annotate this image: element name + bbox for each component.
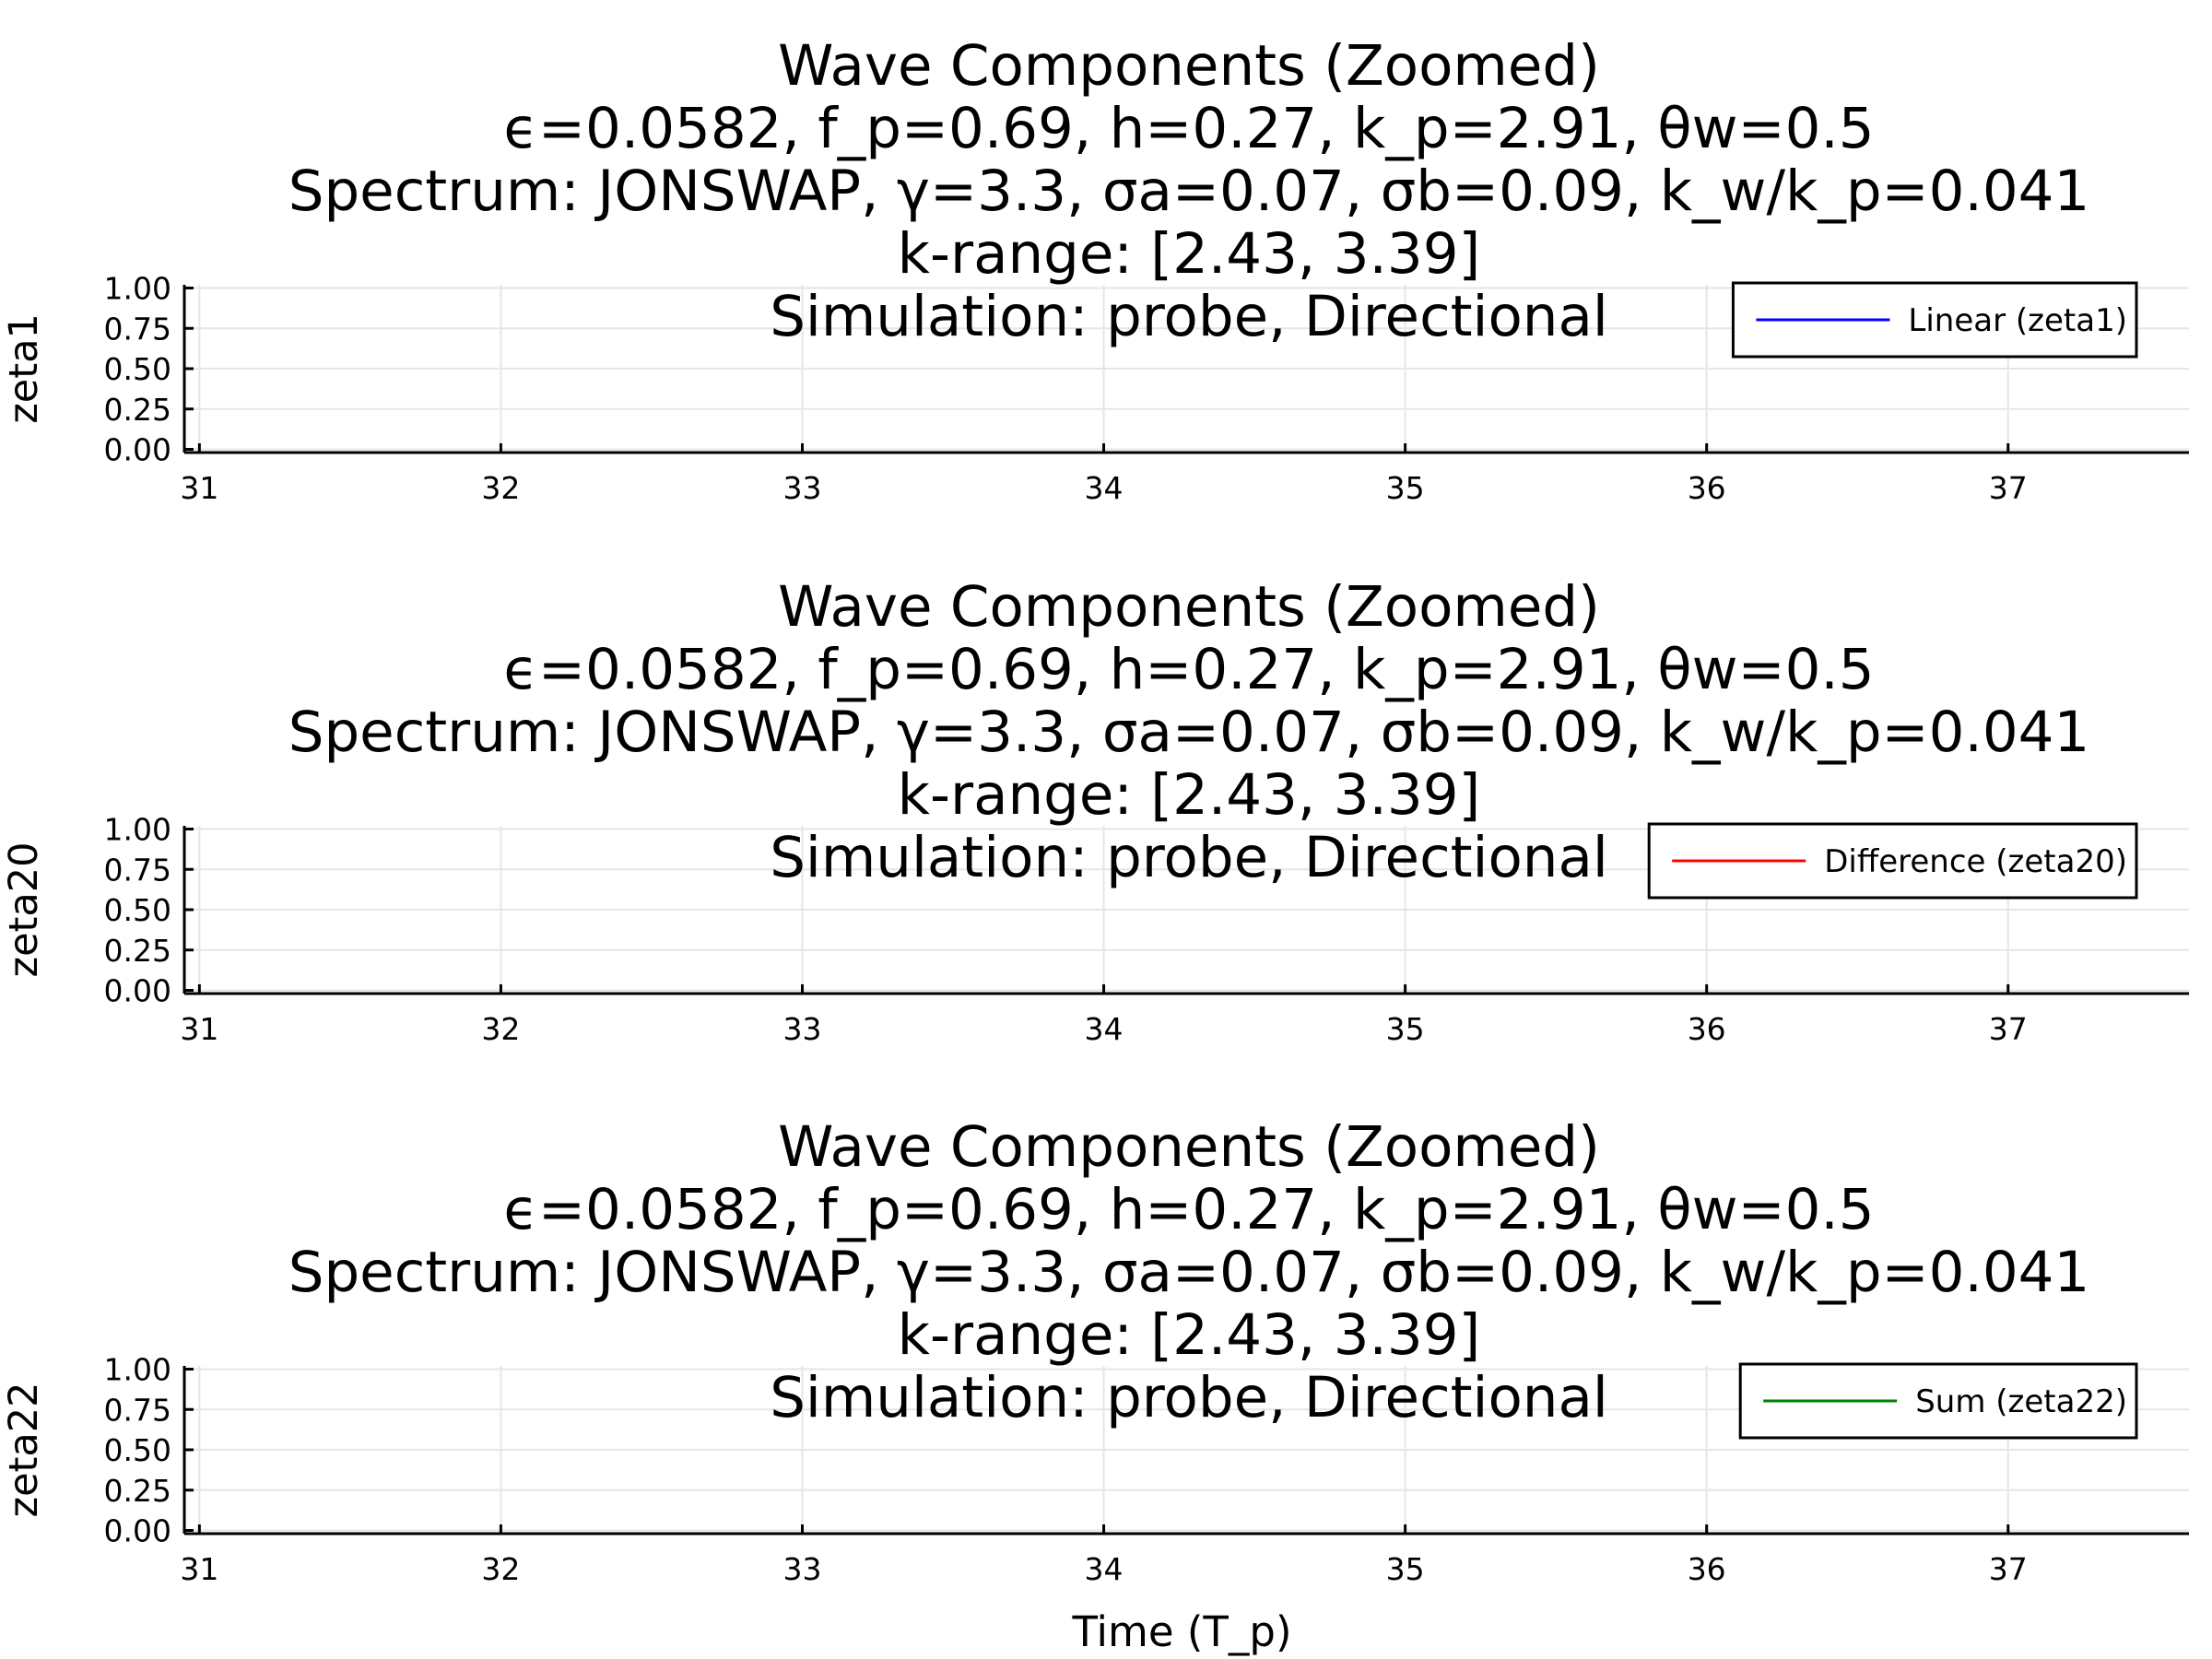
x-tick-label: 35 [1386, 1551, 1425, 1587]
y-tick-label: 0.00 [104, 432, 171, 468]
y-tick-label: 1.00 [104, 1352, 171, 1388]
chart-title-line: Wave Components (Zoomed) [778, 33, 1600, 99]
y-tick-label: 0.50 [104, 1432, 171, 1468]
chart-title-line: k-range: [2.43, 3.39] [898, 221, 1481, 287]
chart-title-line: Spectrum: JONSWAP, γ=3.3, σa=0.07, σb=0.… [288, 700, 2090, 765]
x-tick-label: 37 [1989, 470, 2028, 506]
legend: Difference (zeta20) [1647, 822, 2138, 900]
y-tick-label: 0.25 [104, 392, 171, 428]
x-tick-label: 34 [1085, 1011, 1124, 1047]
chart-title-line: k-range: [2.43, 3.39] [898, 1302, 1481, 1368]
x-tick-label: 37 [1989, 1551, 2028, 1587]
legend-label: Linear (zeta1) [1908, 302, 2127, 339]
chart-title-line: Spectrum: JONSWAP, γ=3.3, σa=0.07, σb=0.… [288, 1240, 2090, 1305]
chart-title-line: k-range: [2.43, 3.39] [898, 762, 1481, 828]
x-tick-label: 36 [1688, 470, 1726, 506]
y-tick-label: 1.00 [104, 812, 171, 848]
x-tick-label: 35 [1386, 1011, 1425, 1047]
subplot-zeta22: 31 32 33 34 35 36 37 0.00 0.25 0.50 0.75 1.00 zeta22… [1, 1114, 2189, 1656]
legend-label: Sum (zeta22) [1915, 1383, 2127, 1420]
chart-title-line: Simulation: probe, Directional [770, 284, 1608, 349]
x-tick-label: 31 [180, 1011, 218, 1047]
y-axis-label: zeta20 [1, 842, 47, 978]
x-tick-label: 34 [1085, 470, 1124, 506]
y-tick-label: 0.00 [104, 973, 171, 1009]
chart-title-line: Spectrum: JONSWAP, γ=3.3, σa=0.07, σb=0.… [288, 159, 2090, 224]
y-tick-label: 0.25 [104, 933, 171, 969]
x-tick-label: 33 [782, 1011, 821, 1047]
y-tick-label: 0.75 [104, 1392, 171, 1428]
chart-title-line: Wave Components (Zoomed) [778, 1114, 1600, 1180]
x-tick-label: 32 [481, 1011, 520, 1047]
y-axis-label: zeta1 [1, 313, 47, 424]
legend-label: Difference (zeta20) [1824, 843, 2127, 880]
chart-title-line: ϵ=0.0582, f_p=0.69, h=0.27, k_p=2.91, θw… [503, 1177, 1874, 1242]
x-axis-label: Time (T_p) [1071, 1607, 1291, 1656]
x-tick-label: 36 [1688, 1551, 1726, 1587]
y-axis-label: zeta22 [1, 1382, 47, 1518]
x-tick-label: 31 [180, 1551, 218, 1587]
subplot-zeta20: 31 32 33 34 35 36 37 0.00 0.25 0.50 0.75 1.00 zeta20… [1, 574, 2189, 1047]
chart-title-line: ϵ=0.0582, f_p=0.69, h=0.27, k_p=2.91, θw… [503, 96, 1874, 161]
y-tick-label: 0.50 [104, 351, 171, 387]
chart-title-line: Simulation: probe, Directional [770, 825, 1608, 890]
x-tick-label: 33 [782, 470, 821, 506]
legend: Linear (zeta1) [1731, 281, 2138, 359]
y-tick-label: 0.50 [104, 892, 171, 928]
subplot-zeta1: 31 32 33 34 35 36 37 0.00 0.25 0.50 0.75 1.00 zeta1 W… [1, 33, 2189, 506]
chart-title-line: Simulation: probe, Directional [770, 1365, 1608, 1430]
legend: Sum (zeta22) [1738, 1362, 2138, 1440]
chart-title-line: ϵ=0.0582, f_p=0.69, h=0.27, k_p=2.91, θw… [503, 637, 1874, 702]
x-tick-label: 35 [1386, 470, 1425, 506]
x-tick-label: 32 [481, 1551, 520, 1587]
chart-title-line: Wave Components (Zoomed) [778, 574, 1600, 640]
x-tick-label: 36 [1688, 1011, 1726, 1047]
x-tick-label: 34 [1085, 1551, 1124, 1587]
x-tick-label: 33 [782, 1551, 821, 1587]
x-tick-label: 37 [1989, 1011, 2028, 1047]
y-tick-label: 0.75 [104, 852, 171, 888]
y-tick-label: 0.75 [104, 311, 171, 347]
y-tick-label: 0.25 [104, 1473, 171, 1509]
x-tick-label: 32 [481, 470, 520, 506]
y-tick-label: 1.00 [104, 271, 171, 307]
y-tick-label: 0.00 [104, 1513, 171, 1549]
x-tick-label: 31 [180, 470, 218, 506]
